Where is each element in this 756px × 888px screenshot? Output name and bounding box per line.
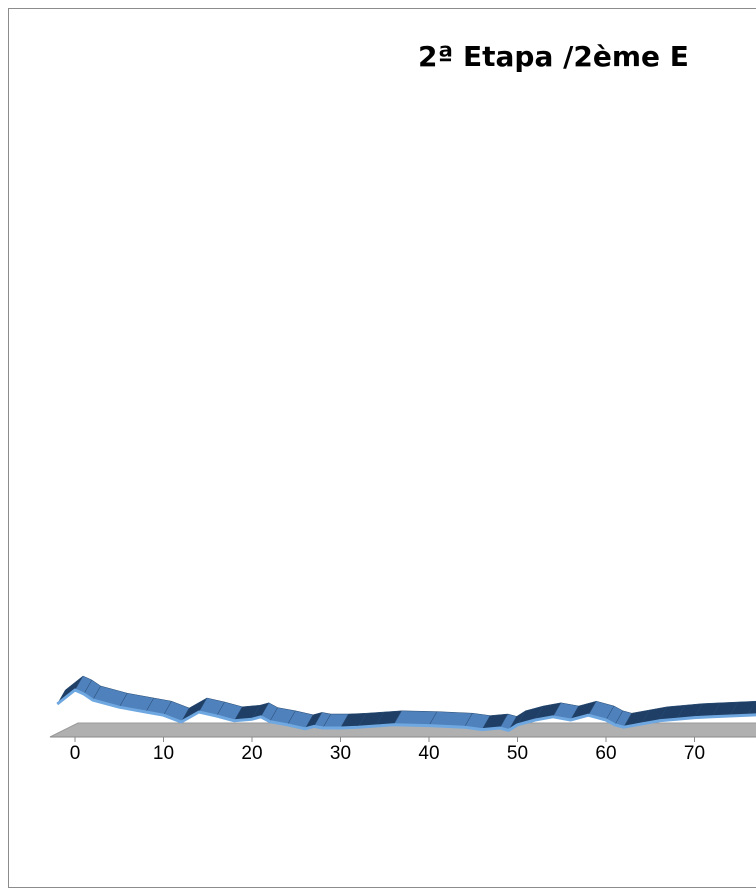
x-tick-label: 50 xyxy=(507,743,528,764)
x-tick-label: 40 xyxy=(418,743,439,764)
x-tick-label: 70 xyxy=(684,743,705,764)
x-tick-label: 10 xyxy=(153,743,174,764)
x-tick-label: 30 xyxy=(330,743,351,764)
x-tick-label: 60 xyxy=(595,743,616,764)
x-tick-label: 20 xyxy=(241,743,262,764)
x-tick-label: 0 xyxy=(70,743,81,764)
